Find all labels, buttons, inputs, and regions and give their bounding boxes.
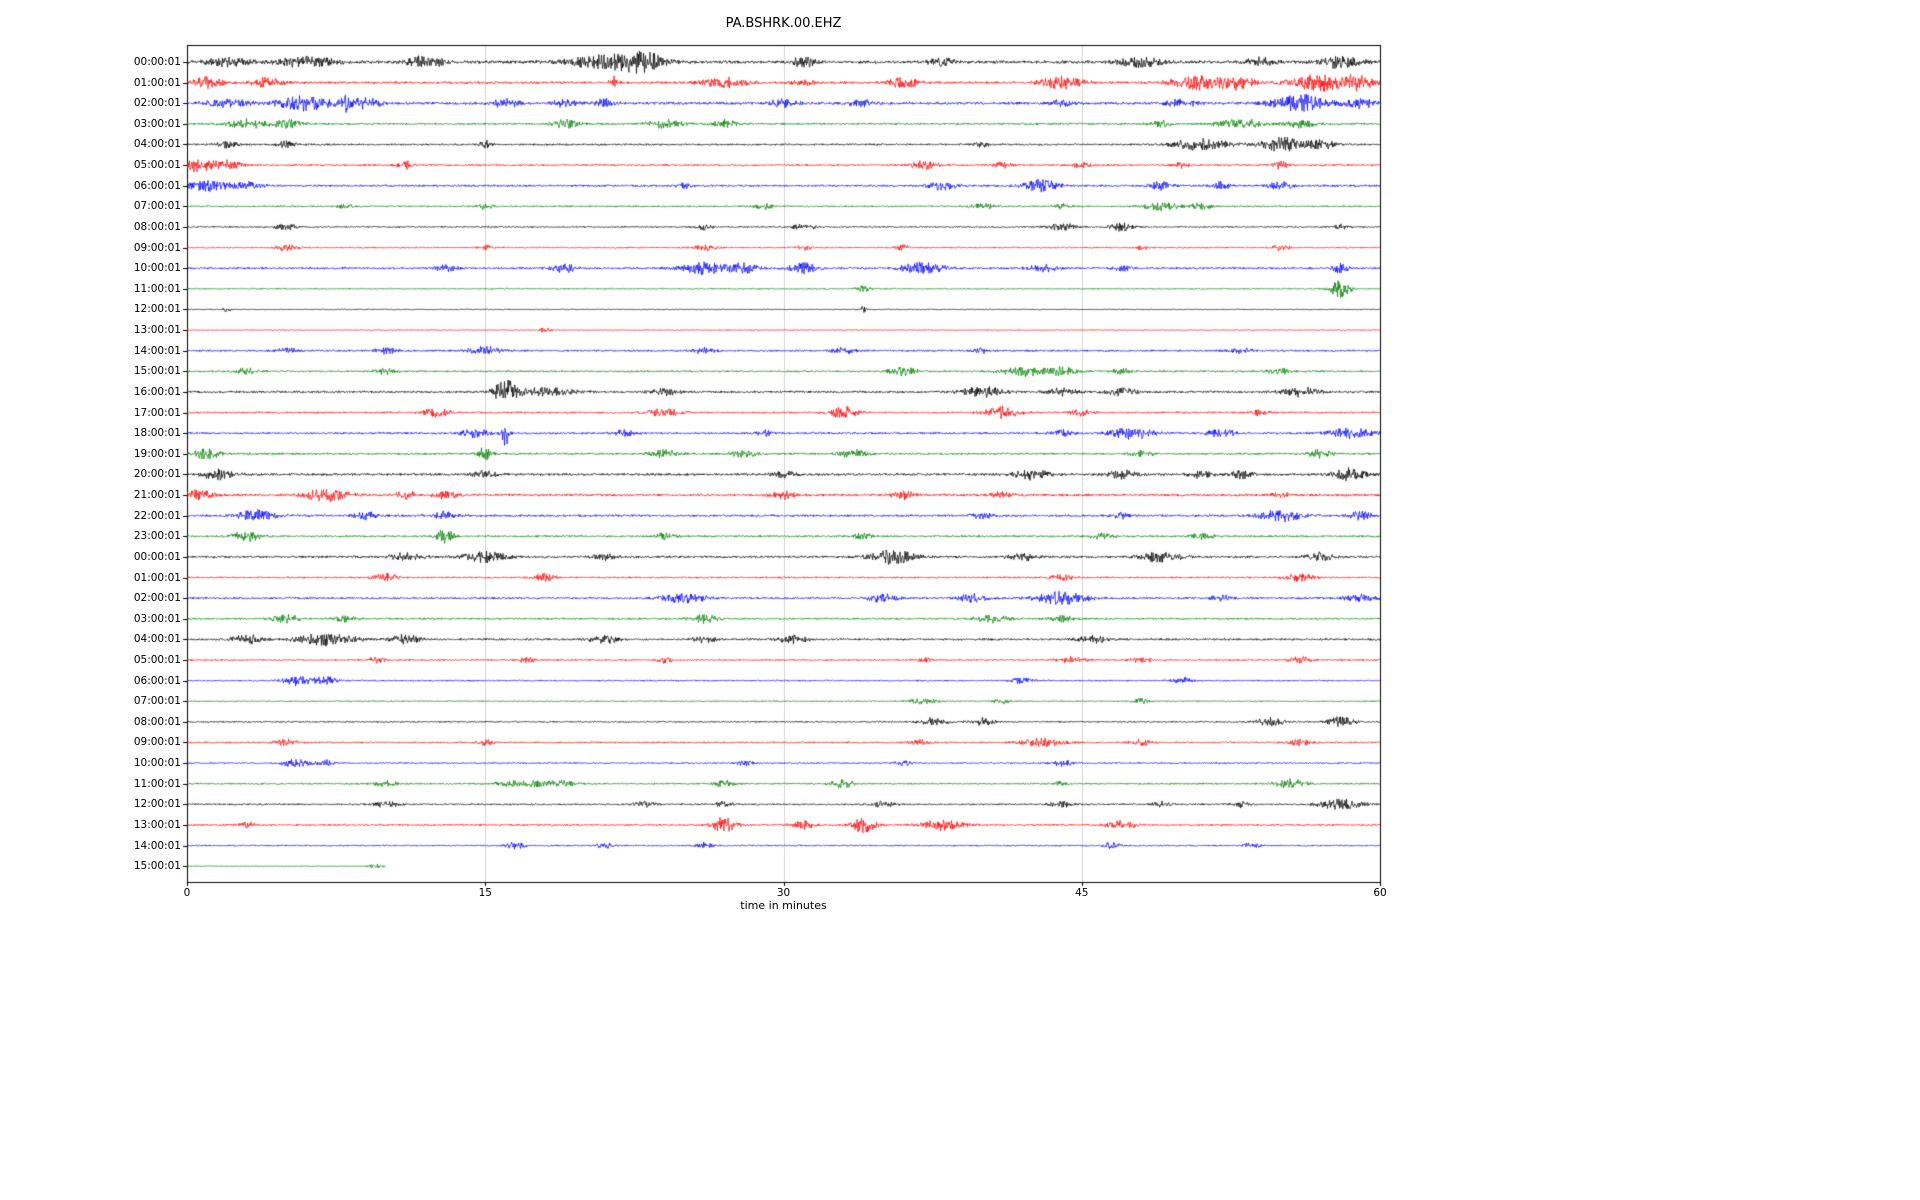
x-tick-label: 60 (1373, 887, 1387, 899)
row-time-label: 10:00:01 (133, 757, 181, 770)
x-tick-label: 30 (776, 887, 791, 899)
row-time-label: 13:00:01 (133, 818, 181, 831)
row-time-label: 01:00:01 (133, 76, 181, 89)
row-time-label: 01:00:01 (133, 571, 181, 584)
x-tick-label: 15 (478, 887, 492, 899)
row-time-label: 03:00:01 (133, 612, 181, 625)
row-time-label: 00:00:01 (133, 550, 181, 563)
row-time-label: 00:00:01 (133, 56, 181, 68)
row-time-label: 17:00:01 (133, 406, 181, 419)
x-tick-label: 45 (1075, 887, 1089, 899)
row-time-label: 15:00:01 (133, 860, 181, 873)
row-time-label: 15:00:01 (133, 365, 181, 378)
row-time-label: 21:00:01 (133, 489, 181, 502)
row-time-label: 12:00:01 (133, 303, 181, 316)
row-time-label: 16:00:01 (133, 385, 181, 398)
x-tick-label: 0 (183, 887, 191, 899)
row-time-label: 02:00:01 (133, 97, 181, 110)
chart-title: PA.BSHRK.00.EHZ (725, 16, 842, 31)
row-time-label: 07:00:01 (133, 695, 181, 708)
row-time-label: 23:00:01 (133, 530, 181, 543)
row-time-label: 11:00:01 (133, 282, 181, 295)
row-time-label: 12:00:01 (133, 798, 181, 811)
row-time-label: 14:00:01 (133, 344, 181, 357)
row-time-label: 02:00:01 (133, 592, 181, 605)
row-time-label: 22:00:01 (133, 509, 181, 522)
row-time-label: 18:00:01 (133, 427, 181, 440)
row-time-label: 20:00:01 (133, 468, 181, 481)
row-time-label: 05:00:01 (133, 653, 181, 666)
row-time-label: 09:00:01 (133, 736, 181, 749)
row-time-label: 13:00:01 (133, 324, 181, 337)
row-time-label: 10:00:01 (133, 262, 181, 275)
row-time-label: 11:00:01 (133, 777, 181, 790)
row-time-label: 05:00:01 (133, 159, 181, 172)
row-time-label: 04:00:01 (133, 138, 181, 151)
row-time-label: 14:00:01 (133, 839, 181, 852)
x-axis-label: time in minutes (740, 899, 827, 912)
row-time-label: 08:00:01 (133, 220, 181, 233)
row-time-label: 19:00:01 (133, 447, 181, 460)
row-time-label: 07:00:01 (133, 200, 181, 213)
row-time-label: 08:00:01 (133, 715, 181, 728)
row-time-label: 06:00:01 (133, 179, 181, 192)
row-time-label: 09:00:01 (133, 241, 181, 254)
row-time-label: 06:00:01 (133, 674, 181, 687)
row-time-label: 03:00:01 (133, 117, 181, 130)
row-time-label: 04:00:01 (133, 633, 181, 646)
